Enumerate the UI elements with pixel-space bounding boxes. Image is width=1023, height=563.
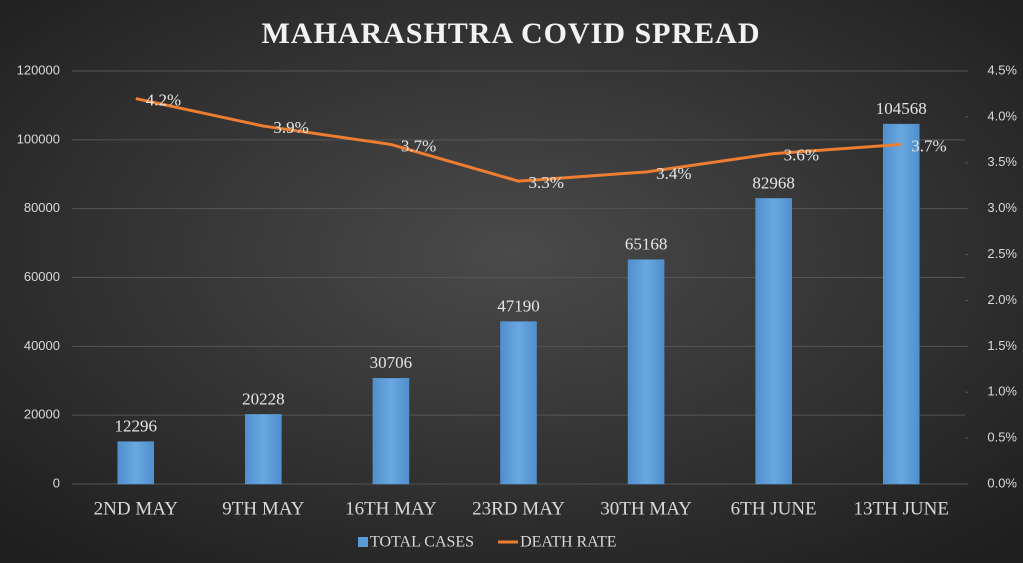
data-label: 65168 — [625, 235, 668, 254]
legend-label: TOTAL CASES — [370, 534, 474, 551]
y-tick-label: 60000 — [24, 269, 60, 284]
data-label: 82968 — [752, 173, 795, 192]
bar — [117, 441, 155, 485]
data-label: 4.2% — [146, 90, 181, 109]
x-tick-label: 6TH JUNE — [731, 498, 817, 519]
data-label: 3.6% — [784, 146, 819, 165]
x-tick-label: 13TH JUNE — [853, 498, 949, 519]
y2-tick-label: 3.0% — [987, 200, 1017, 215]
data-label: 104568 — [876, 99, 927, 118]
bar — [372, 378, 410, 485]
y2-tick-label: 2.0% — [987, 292, 1017, 307]
bar — [245, 414, 282, 485]
y-tick-label: 80000 — [24, 200, 60, 215]
data-label: 3.4% — [656, 164, 691, 183]
y-tick-label: 120000 — [17, 62, 60, 77]
data-label: 20228 — [242, 389, 285, 408]
legend-swatch — [358, 537, 368, 547]
y-tick-label: 20000 — [24, 407, 60, 422]
y2-tick-label: 1.5% — [987, 338, 1017, 353]
x-tick-label: 30TH MAY — [600, 498, 692, 519]
data-label: 3.7% — [911, 136, 946, 155]
y-tick-label: 40000 — [24, 338, 60, 353]
data-label: 3.7% — [401, 136, 436, 155]
x-tick-label: 2ND MAY — [94, 498, 179, 519]
line — [135, 97, 902, 183]
y2-tick-label: 3.5% — [987, 154, 1017, 169]
data-label: 12296 — [115, 417, 158, 436]
bar — [755, 198, 792, 485]
y-tick-label: 0 — [53, 475, 60, 490]
data-label: 3.3% — [529, 173, 564, 192]
bar — [882, 123, 920, 485]
y2-tick-label: 2.5% — [987, 246, 1017, 261]
y2-tick-label: 4.0% — [987, 108, 1017, 123]
x-tick-label: 9TH MAY — [222, 498, 304, 519]
bar — [500, 321, 537, 485]
y2-tick-label: 0.0% — [987, 475, 1017, 490]
data-label: 3.9% — [273, 118, 308, 137]
y-tick-label: 100000 — [17, 131, 60, 146]
y2-tick-label: 1.0% — [987, 384, 1017, 399]
x-tick-label: 16TH MAY — [345, 498, 437, 519]
y2-tick-label: 4.5% — [987, 62, 1017, 77]
bar — [627, 259, 665, 485]
data-label: 30706 — [370, 353, 413, 372]
legend-label: DEATH RATE — [520, 534, 616, 551]
y2-tick-label: 0.5% — [987, 430, 1017, 445]
chart-title: MAHARASHTRA COVID SPREAD — [261, 17, 760, 50]
x-tick-label: 23RD MAY — [472, 498, 565, 519]
data-label: 47190 — [497, 296, 540, 315]
